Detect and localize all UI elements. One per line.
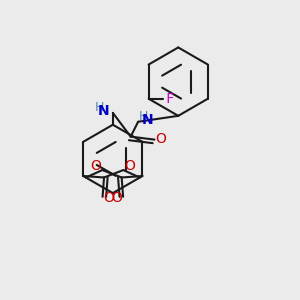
Text: N: N: [98, 104, 110, 118]
Text: N: N: [142, 113, 153, 127]
Text: O: O: [111, 191, 122, 205]
Text: O: O: [90, 160, 101, 173]
Text: H: H: [139, 110, 148, 123]
Text: H: H: [95, 101, 104, 114]
Text: F: F: [165, 92, 174, 106]
Text: O: O: [104, 191, 115, 205]
Text: O: O: [124, 160, 135, 173]
Text: O: O: [156, 132, 167, 146]
